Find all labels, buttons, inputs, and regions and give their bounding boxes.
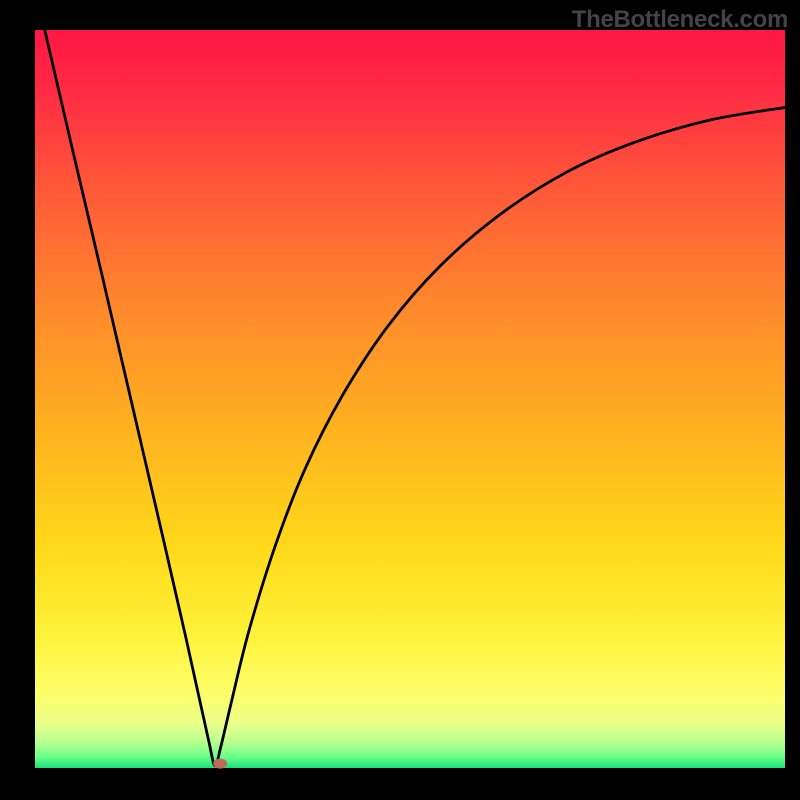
watermark-text: TheBottleneck.com [572,6,788,34]
minimum-marker [213,759,227,769]
plot-area [35,30,785,768]
chart-container: TheBottleneck.com [0,0,800,800]
bottleneck-curve [35,30,785,768]
